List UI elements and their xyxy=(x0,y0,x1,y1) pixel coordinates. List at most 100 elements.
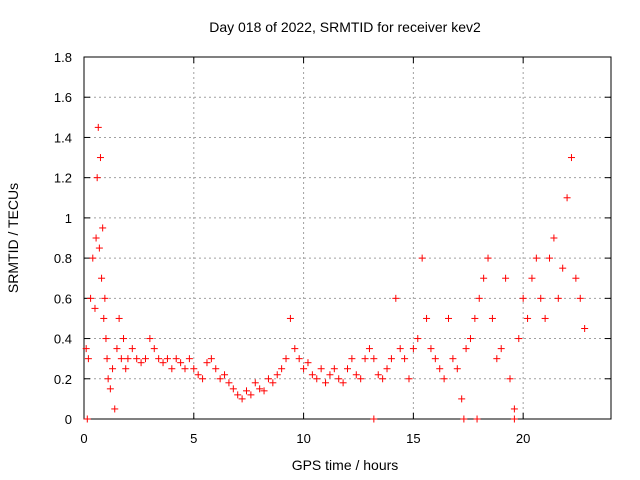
data-point xyxy=(106,385,114,393)
data-point xyxy=(111,405,119,413)
data-point xyxy=(554,294,562,302)
data-point xyxy=(185,355,193,363)
zero-marker xyxy=(460,415,468,423)
grid-lines xyxy=(84,57,611,419)
y-tick-label: 0.4 xyxy=(54,332,72,347)
y-axis-label: SRMTID / TECUs xyxy=(5,183,21,293)
data-point xyxy=(326,371,334,379)
y-tick-label: 0.8 xyxy=(54,251,72,266)
data-point xyxy=(537,294,545,302)
zero-marker xyxy=(510,415,518,423)
data-point xyxy=(581,325,589,332)
data-point xyxy=(396,345,404,353)
data-point xyxy=(462,345,470,353)
data-point xyxy=(401,355,409,363)
x-tick-label: 5 xyxy=(190,431,197,446)
data-point xyxy=(348,355,356,363)
chart-title: Day 018 of 2022, SRMTID for receiver kev… xyxy=(209,19,481,35)
data-point xyxy=(295,355,303,363)
zero-marker xyxy=(83,415,91,423)
data-point xyxy=(559,264,567,272)
data-point xyxy=(532,254,540,262)
data-point xyxy=(387,355,395,363)
data-point xyxy=(440,375,448,383)
data-point xyxy=(541,314,549,322)
y-tick-label: 1.8 xyxy=(54,50,72,65)
data-points xyxy=(82,123,589,423)
data-point xyxy=(82,345,90,353)
data-point xyxy=(278,365,286,373)
data-point xyxy=(96,154,104,162)
data-point xyxy=(502,274,510,282)
data-point xyxy=(484,254,492,262)
data-point xyxy=(344,365,351,373)
y-tick-label: 0 xyxy=(65,412,72,427)
data-point xyxy=(137,359,145,367)
data-point xyxy=(304,359,312,367)
data-point xyxy=(99,224,107,232)
data-point xyxy=(115,314,123,322)
data-point xyxy=(260,387,268,395)
data-point xyxy=(445,314,453,322)
data-point xyxy=(89,254,97,262)
data-point xyxy=(190,365,198,373)
data-point xyxy=(374,371,382,379)
data-point xyxy=(515,335,523,343)
data-point xyxy=(458,395,466,403)
data-point xyxy=(104,375,112,383)
data-point xyxy=(466,335,474,343)
data-point xyxy=(414,335,422,343)
data-point xyxy=(181,365,189,373)
data-point xyxy=(322,379,330,387)
y-tick-label: 1 xyxy=(65,211,72,226)
data-point xyxy=(194,371,202,379)
data-point xyxy=(471,314,479,322)
data-point xyxy=(313,375,321,383)
data-point xyxy=(519,294,527,302)
data-point xyxy=(203,359,211,367)
data-point xyxy=(273,371,281,379)
data-point xyxy=(493,355,501,363)
data-point xyxy=(550,234,558,242)
data-point xyxy=(93,174,101,182)
data-point xyxy=(365,345,373,353)
data-point xyxy=(150,345,158,353)
data-point xyxy=(282,355,290,363)
zero-marker xyxy=(370,415,378,423)
data-point xyxy=(103,355,111,363)
data-point xyxy=(133,355,141,363)
data-point xyxy=(98,274,106,282)
y-tick-label: 0.6 xyxy=(54,291,72,306)
data-point xyxy=(352,371,360,379)
data-point xyxy=(308,371,316,379)
data-point xyxy=(124,355,132,363)
data-point xyxy=(109,365,117,373)
data-point xyxy=(269,379,277,387)
data-point xyxy=(409,345,417,353)
data-point xyxy=(418,254,426,262)
axis-ticks: 0 0.2 0.4 0.6 0.8 1 1.2 1.4 1.6 1.8 0 5 10 15 20 xyxy=(54,50,611,446)
data-point xyxy=(423,314,431,322)
y-tick-label: 1.2 xyxy=(54,171,72,186)
x-tick-label: 0 xyxy=(80,431,87,446)
data-point xyxy=(330,365,338,373)
data-point xyxy=(339,379,347,387)
data-point xyxy=(576,294,584,302)
y-tick-label: 1.6 xyxy=(54,90,72,105)
data-point xyxy=(291,345,299,353)
data-point xyxy=(488,314,496,322)
data-point xyxy=(95,244,103,252)
data-point xyxy=(357,375,365,383)
data-point xyxy=(405,375,413,383)
y-tick-label: 1.4 xyxy=(54,130,72,145)
data-point xyxy=(94,123,102,131)
data-point xyxy=(256,385,264,393)
data-point xyxy=(159,359,167,367)
data-point xyxy=(449,355,457,363)
data-point xyxy=(155,355,163,363)
x-tick-label: 15 xyxy=(406,431,420,446)
data-point xyxy=(251,379,259,387)
data-point xyxy=(234,391,242,399)
data-point xyxy=(524,314,532,322)
zero-marker xyxy=(473,415,481,423)
